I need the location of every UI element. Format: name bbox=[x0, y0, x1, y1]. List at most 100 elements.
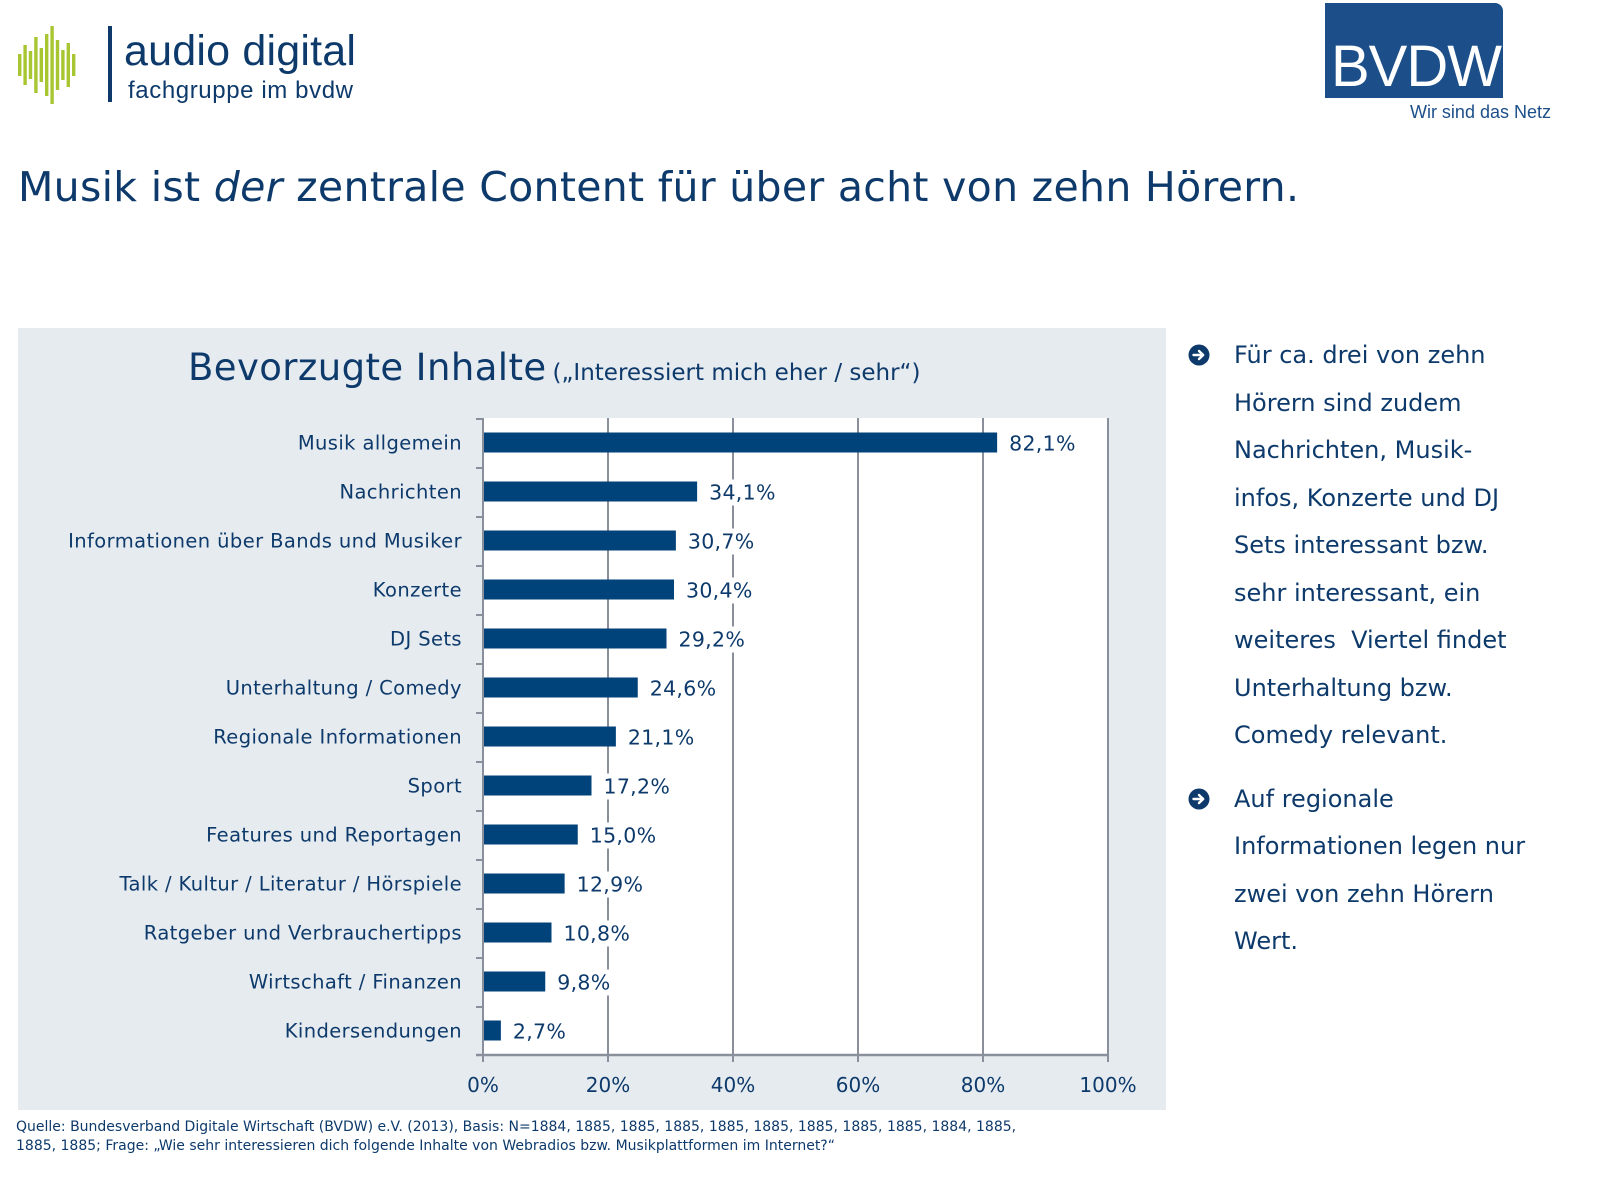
bvdw-logo: BVDW Wir sind das Netz bbox=[1325, 3, 1555, 125]
bullet-line: sehr interessant, ein bbox=[1234, 578, 1481, 607]
wave-bar bbox=[61, 50, 65, 80]
value-label-bg bbox=[623, 724, 693, 751]
bullet-line: Wert. bbox=[1234, 927, 1298, 955]
category-label: Konzerte bbox=[373, 579, 462, 602]
category-label: Wirtschaft / Finanzen bbox=[249, 971, 462, 994]
bullet-line: Hörern sind zudem bbox=[1234, 388, 1462, 417]
value-label: 10,8% bbox=[564, 922, 631, 946]
category-label: Kindersendungen bbox=[285, 1020, 462, 1043]
bar bbox=[484, 971, 546, 992]
x-tick-label: 40% bbox=[711, 1073, 755, 1097]
x-tick-label: 60% bbox=[836, 1073, 880, 1097]
chart-title-main: Bevorzugte Inhalte bbox=[188, 346, 547, 389]
value-label-bg bbox=[645, 675, 715, 702]
bullet-line: Nachrichten, Musik- bbox=[1234, 436, 1473, 464]
value-label-bg bbox=[705, 479, 775, 506]
wave-bar bbox=[55, 40, 60, 90]
wave-bar bbox=[23, 45, 27, 85]
wave-bar bbox=[72, 54, 76, 76]
bullet-line: weiteres Viertel findet bbox=[1234, 626, 1507, 654]
value-label-bg bbox=[559, 920, 629, 947]
bar bbox=[484, 726, 616, 747]
wave-bar bbox=[34, 37, 38, 93]
bullet-line: Comedy relevant. bbox=[1234, 721, 1448, 749]
page-headline: Musik ist der zentrale Content für über … bbox=[18, 163, 1299, 211]
value-label: 17,2% bbox=[604, 775, 671, 799]
logo-divider bbox=[108, 26, 112, 102]
value-label: 82,1% bbox=[1009, 432, 1076, 456]
value-label-bg bbox=[1005, 430, 1075, 457]
bar-chart: 0% 20% 40% 60% 80% 100% Musik allgemein 82,1% Na… bbox=[68, 418, 1137, 1097]
value-label: 15,0% bbox=[590, 824, 657, 848]
chart-panel: 0% 20% 40% 60% 80% 100% Musik allgemein 82,1% Na… bbox=[18, 328, 1166, 1110]
x-tick-label: 20% bbox=[586, 1073, 630, 1097]
bar bbox=[484, 775, 592, 796]
gridlines bbox=[607, 418, 1109, 1055]
value-label-bg bbox=[572, 871, 642, 898]
category-label: Features und Reportagen bbox=[206, 824, 462, 847]
wave-bar bbox=[50, 26, 54, 104]
bullet-line: Unterhaltung bzw. bbox=[1234, 673, 1453, 702]
axes bbox=[476, 418, 1109, 1062]
bullet-item: Auf regionale Informationen legen nur zwei… bbox=[1186, 776, 1596, 966]
bar bbox=[484, 1020, 501, 1041]
bar bbox=[484, 481, 698, 502]
value-label: 2,7% bbox=[513, 1020, 566, 1044]
bvdw-tagline: Wir sind das Netz bbox=[1409, 102, 1551, 122]
bullet-line: Informationen legen nur bbox=[1234, 832, 1526, 860]
value-label-bg bbox=[585, 822, 655, 849]
bullet-item: Für ca. drei von zehn Hörern sind zudem Na… bbox=[1186, 332, 1596, 760]
value-label: 34,1% bbox=[709, 481, 776, 505]
bar bbox=[484, 432, 998, 453]
value-label: 29,2% bbox=[679, 628, 746, 652]
bullet-line: infos, Konzerte und DJ bbox=[1234, 483, 1500, 512]
bar bbox=[484, 922, 552, 943]
wave-bar bbox=[45, 34, 49, 96]
bullet-line: Für ca. drei von zehn bbox=[1234, 341, 1486, 369]
value-label-bg bbox=[553, 969, 611, 996]
value-label-bg bbox=[683, 528, 753, 555]
chart-subtitle: („Interessiert mich eher / sehr“) bbox=[552, 360, 921, 386]
x-tick-label: 100% bbox=[1079, 1073, 1136, 1097]
chart-title: Bevorzugte Inhalte („Interessiert mich eh… bbox=[188, 346, 920, 389]
category-label: Musik allgemein bbox=[298, 432, 462, 455]
bar bbox=[484, 628, 667, 649]
value-label-bg bbox=[682, 577, 751, 604]
bar bbox=[484, 579, 674, 600]
value-label: 12,9% bbox=[577, 873, 644, 897]
bar bbox=[484, 677, 638, 698]
wave-bar bbox=[39, 48, 43, 82]
x-tick-label: 0% bbox=[467, 1073, 499, 1097]
key-findings: Für ca. drei von zehn Hörern sind zudem Na… bbox=[1186, 332, 1596, 982]
bullet-line: Sets interessant bzw. bbox=[1234, 531, 1489, 559]
wave-bar bbox=[28, 51, 33, 79]
value-label: 21,1% bbox=[628, 726, 695, 750]
category-label: Informationen über Bands und Musiker bbox=[68, 530, 462, 553]
category-label: Unterhaltung / Comedy bbox=[226, 677, 462, 700]
category-label: DJ Sets bbox=[390, 628, 462, 651]
arrow-circle-right-icon bbox=[1188, 788, 1210, 809]
category-label: Nachrichten bbox=[339, 481, 462, 504]
value-label: 9,8% bbox=[557, 971, 610, 995]
value-label-bg bbox=[508, 1018, 566, 1045]
value-label: 24,6% bbox=[650, 677, 717, 701]
logo-subtitle: fachgruppe im bvdw bbox=[128, 77, 354, 104]
source-line-1: Quelle: Bundesverband Digitale Wirtschaf… bbox=[16, 1119, 1017, 1135]
bars bbox=[484, 432, 998, 1041]
category-label: Talk / Kultur / Literatur / Hörspiele bbox=[118, 873, 462, 896]
x-tick-label: 80% bbox=[961, 1073, 1005, 1097]
source-note: Quelle: Bundesverband Digitale Wirtschaf… bbox=[16, 1118, 1136, 1156]
category-label: Ratgeber und Verbrauchertipps bbox=[144, 922, 462, 945]
bvdw-logo-box: BVDW bbox=[1325, 3, 1503, 98]
bar bbox=[484, 873, 565, 894]
logo-name: audio digital bbox=[124, 27, 357, 75]
bullet-line: zwei von zehn Hörern bbox=[1234, 879, 1494, 908]
headline-emphasis: der bbox=[213, 163, 283, 211]
value-label: 30,4% bbox=[686, 579, 753, 603]
bullet-line: Auf regionale bbox=[1234, 784, 1394, 813]
bar bbox=[484, 530, 676, 551]
value-label: 30,7% bbox=[688, 530, 755, 554]
value-label-bg bbox=[599, 773, 669, 800]
category-label: Regionale Informationen bbox=[213, 726, 462, 749]
sound-wave-icon bbox=[18, 26, 76, 104]
